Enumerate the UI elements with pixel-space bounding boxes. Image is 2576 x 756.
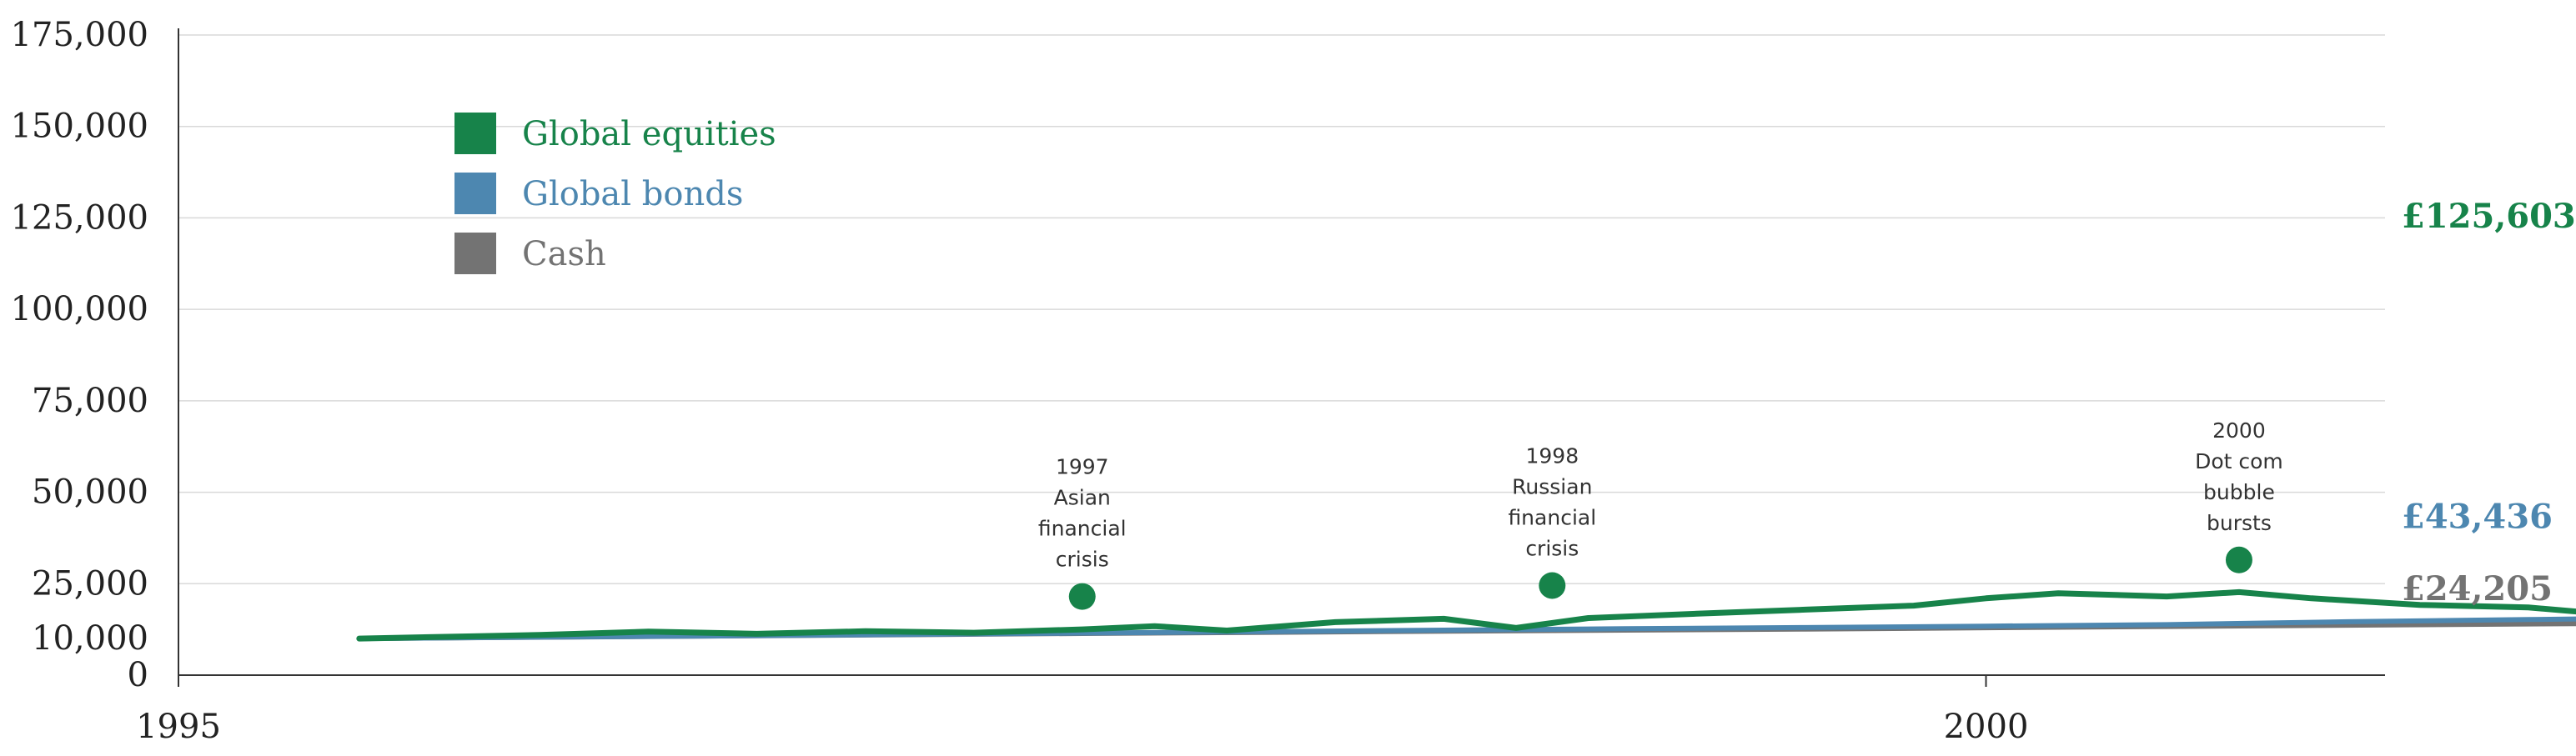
gridlines [178,34,2385,585]
y-tick-label: 175,000 [11,16,148,54]
event-marker [2225,546,2252,573]
event-label-line: Russian [1512,474,1592,498]
y-tick-label: 125,000 [11,198,148,237]
event-label-line: crisis [1525,536,1579,560]
event-label-line: 1997 [1056,455,1109,479]
x-tick-label: 1995 [136,708,221,746]
y-tick-label: 25,000 [32,564,148,603]
event-marker [1068,583,1096,610]
event-label: 1998 Russian financial crisis [1508,443,1596,560]
axes: 010,000 25,000 50,000 75,000 100,000 125,000 1… [11,16,2385,746]
event-label-line: 2000 [2212,418,2266,443]
event-marker [1539,572,1566,599]
legend: Global equities Global bonds Cash [454,113,776,274]
series-lines [356,588,2576,642]
event-label: 1997 Asian financial crisis [1038,455,1127,572]
y-tick-label: 0 [128,656,148,694]
series-line-bonds [356,616,2576,642]
end-value-label-equities: £125,603 [2402,197,2576,236]
event-label-line: 1998 [1525,443,1579,468]
event-label: 2000 Dot com bubble bursts [2195,418,2283,535]
event-label-line: Dot com [2195,449,2283,473]
event-label-line: bubble [2203,480,2275,504]
event-label-line: financial [1508,505,1596,529]
legend-swatch-equities [454,113,496,154]
y-tick-label: 50,000 [32,473,148,512]
legend-label-equities: Global equities [522,115,776,153]
y-tick-label: 10,000 [32,619,148,658]
event-label-line: financial [1038,517,1127,541]
legend-label-bonds: Global bonds [522,175,743,213]
event-annotations: 1997 Asian financial crisis 1998 Russian finan… [1038,418,2283,610]
event-label-line: bursts [2207,511,2272,535]
legend-label-cash: Cash [522,235,606,273]
x-tick-label: 2000 [1944,708,2029,746]
legend-swatch-bonds [454,173,496,214]
end-value-label-cash: £24,205 [2402,569,2553,608]
y-tick-label: 75,000 [32,382,148,420]
y-tick-label: 100,000 [11,290,148,328]
y-tick-label: 150,000 [11,108,148,146]
series-line-equities [356,588,2576,642]
series-line-cash [356,621,2576,642]
event-label-line: crisis [1056,548,1109,572]
legend-swatch-cash [454,233,496,274]
event-label-line: Asian [1054,486,1111,510]
end-value-labels: £125,603 £43,436 £24,205 [2402,197,2576,608]
end-value-label-bonds: £43,436 [2402,497,2553,536]
